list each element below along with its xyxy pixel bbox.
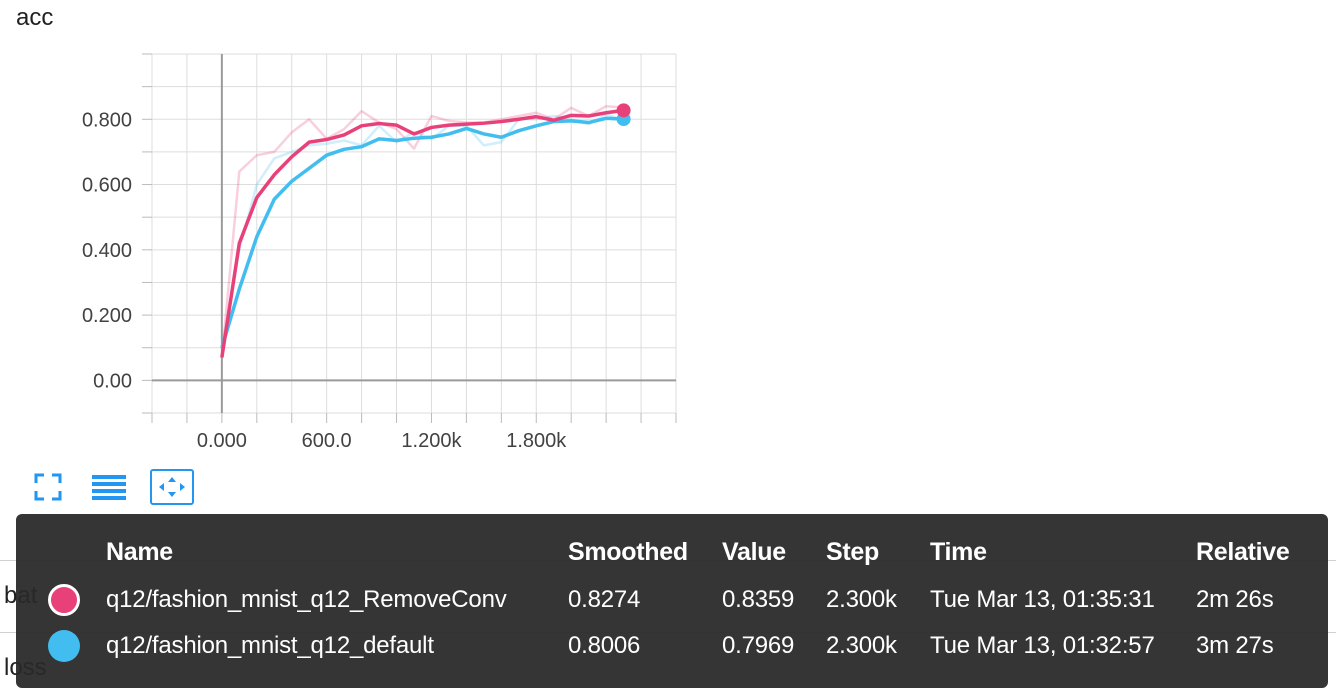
expand-icon bbox=[34, 473, 62, 501]
acc-line-chart[interactable]: 0.00 0.200 0.400 0.600 0.800 0.000 600.0 1.200k… bbox=[0, 40, 700, 460]
series-smoothed-line-fashion_mnist_q12_RemoveConv bbox=[220, 108, 624, 358]
row-value: 0.8359 bbox=[722, 586, 795, 613]
row-step: 2.300k bbox=[826, 632, 897, 659]
axes bbox=[142, 53, 677, 423]
raw-series bbox=[220, 104, 625, 358]
x-tick-label: 600.0 bbox=[302, 430, 352, 452]
series-smoothed-line-fashion_mnist_q12_default bbox=[220, 116, 624, 349]
fit-domain-button[interactable] bbox=[150, 469, 194, 505]
x-tick-label: 0.000 bbox=[197, 430, 247, 452]
toggle-log-button[interactable] bbox=[90, 470, 126, 504]
grid bbox=[151, 53, 677, 414]
header-step: Step bbox=[826, 538, 879, 566]
row-time: Tue Mar 13, 01:32:57 bbox=[930, 632, 1155, 659]
fullscreen-button[interactable] bbox=[30, 470, 66, 504]
row-name: q12/fashion_mnist_q12_RemoveConv bbox=[106, 586, 507, 613]
y-tick-label: 0.00 bbox=[93, 370, 132, 392]
row-smoothed: 0.8006 bbox=[568, 632, 641, 659]
y-tick-label: 0.400 bbox=[82, 240, 132, 262]
series-raw-line-fashion_mnist_q12_default bbox=[220, 113, 625, 348]
header-name: Name bbox=[106, 538, 173, 566]
hover-markers bbox=[616, 103, 631, 127]
series-swatch bbox=[48, 630, 80, 662]
header-relative: Relative bbox=[1196, 538, 1290, 566]
chart-toolbar bbox=[30, 468, 218, 506]
hover-point-fashion_mnist_q12_RemoveConv bbox=[616, 103, 631, 118]
row-name: q12/fashion_mnist_q12_default bbox=[106, 632, 434, 659]
chart-title: acc bbox=[16, 4, 54, 31]
y-tick-label: 0.800 bbox=[82, 109, 132, 131]
header-smoothed: Smoothed bbox=[568, 538, 688, 566]
header-value: Value bbox=[722, 538, 786, 566]
y-tick-label: 0.600 bbox=[82, 175, 132, 197]
row-time: Tue Mar 13, 01:35:31 bbox=[930, 586, 1155, 613]
row-relative: 3m 27s bbox=[1196, 632, 1274, 659]
list-icon bbox=[92, 475, 126, 500]
y-tick-label: 0.200 bbox=[82, 305, 132, 327]
row-step: 2.300k bbox=[826, 586, 897, 613]
header-time: Time bbox=[930, 538, 987, 566]
smoothed-series bbox=[220, 108, 624, 358]
fit-domain-icon bbox=[159, 477, 185, 497]
tick-labels: 0.00 0.200 0.400 0.600 0.800 0.000 600.0 1.200k… bbox=[82, 109, 567, 452]
series-swatch bbox=[48, 584, 80, 616]
hover-tooltip: Name Smoothed Value Step Time Relative q… bbox=[16, 514, 1328, 688]
series-raw-line-fashion_mnist_q12_RemoveConv bbox=[220, 104, 624, 358]
x-tick-label: 1.800k bbox=[506, 430, 567, 452]
row-value: 0.7969 bbox=[722, 632, 795, 659]
x-tick-label: 1.200k bbox=[401, 430, 462, 452]
row-smoothed: 0.8274 bbox=[568, 586, 641, 613]
row-relative: 2m 26s bbox=[1196, 586, 1274, 613]
